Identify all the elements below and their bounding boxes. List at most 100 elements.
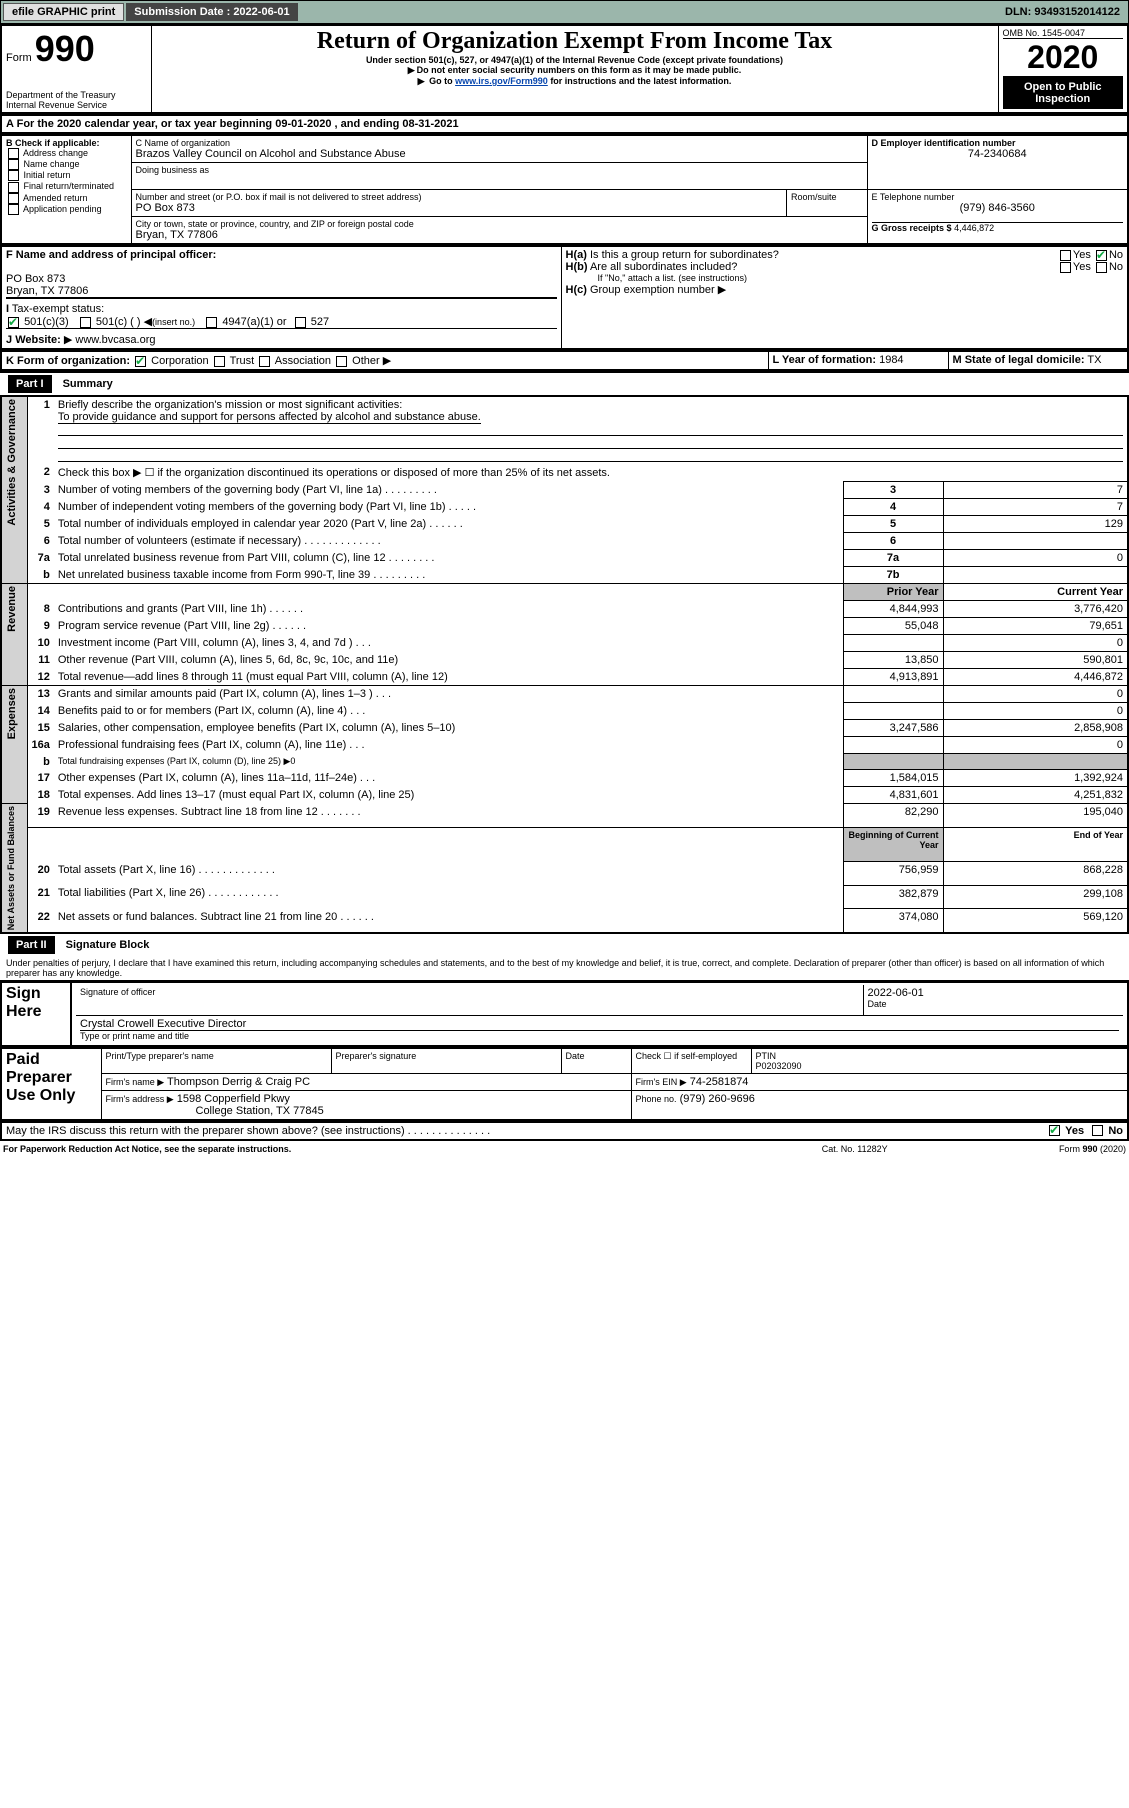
j-label: Website: bbox=[15, 334, 61, 346]
line7a-text: Total unrelated business revenue from Pa… bbox=[54, 550, 843, 567]
sidebar-rev: Revenue bbox=[6, 586, 18, 632]
org-name: Brazos Valley Council on Alcohol and Sub… bbox=[136, 148, 863, 160]
check-ha-no[interactable] bbox=[1096, 250, 1107, 261]
part1-title: Part I bbox=[8, 375, 52, 393]
phone: (979) 846-3560 bbox=[872, 202, 1124, 214]
check-4947[interactable] bbox=[206, 317, 217, 328]
line8-text: Contributions and grants (Part VIII, lin… bbox=[54, 601, 843, 618]
line7a-val: 0 bbox=[943, 550, 1128, 567]
sig-date-label: Date bbox=[868, 999, 1120, 1009]
check-501c3[interactable] bbox=[8, 317, 19, 328]
dln: DLN: 93493152014122 bbox=[997, 4, 1128, 20]
hc-label: Group exemption number bbox=[590, 284, 715, 296]
sig-label: Preparer's signature bbox=[331, 1048, 561, 1074]
efile-button[interactable]: efile GRAPHIC print bbox=[3, 3, 124, 21]
q2: Check this box ▶ ☐ if the organization d… bbox=[54, 464, 1128, 482]
omb: OMB No. 1545-0047 bbox=[1003, 28, 1124, 39]
line3-text: Number of voting members of the governin… bbox=[54, 482, 843, 499]
d-label: D Employer identification number bbox=[872, 138, 1124, 148]
form-header: Form 990 Department of the Treasury Inte… bbox=[0, 24, 1129, 114]
note2-pre: Go to bbox=[429, 76, 455, 86]
check-name-change[interactable] bbox=[8, 159, 19, 170]
sidebar-exp: Expenses bbox=[6, 688, 18, 739]
date-label: Date bbox=[561, 1048, 631, 1074]
firm-ein-label: Firm's EIN ▶ bbox=[636, 1077, 687, 1087]
line7b-text: Net unrelated business taxable income fr… bbox=[54, 567, 843, 584]
cat-no: Cat. No. 11282Y bbox=[766, 1143, 944, 1155]
firm-addr-label: Firm's address ▶ bbox=[106, 1094, 174, 1104]
page-title: Return of Organization Exempt From Incom… bbox=[156, 28, 994, 55]
l8-prior: 4,844,993 bbox=[843, 601, 943, 618]
city-label: City or town, state or province, country… bbox=[136, 219, 863, 229]
arrow-icon bbox=[418, 76, 427, 86]
sig-officer-label: Signature of officer bbox=[80, 987, 859, 997]
part1-body: Activities & Governance 1 Briefly descri… bbox=[0, 395, 1129, 934]
check-527[interactable] bbox=[295, 317, 306, 328]
dept-label: Department of the Treasury Internal Reve… bbox=[6, 90, 147, 110]
f-label: F Name and address of principal officer: bbox=[6, 249, 557, 261]
line7b-val bbox=[943, 567, 1128, 584]
submission-date: Submission Date : 2022-06-01 bbox=[126, 3, 297, 21]
firm-name: Thompson Derrig & Craig PC bbox=[167, 1076, 310, 1088]
check-hb-no[interactable] bbox=[1096, 262, 1107, 273]
check-pending[interactable] bbox=[8, 204, 19, 215]
firm-addr1: 1598 Copperfield Pkwy bbox=[177, 1093, 290, 1105]
f-addr2: Bryan, TX 77806 bbox=[6, 285, 557, 298]
check-corp[interactable] bbox=[135, 356, 146, 367]
footer-bar: For Paperwork Reduction Act Notice, see … bbox=[0, 1141, 1129, 1157]
ein: 74-2340684 bbox=[872, 148, 1124, 160]
check-501c[interactable] bbox=[80, 317, 91, 328]
dba-label: Doing business as bbox=[136, 165, 863, 175]
note-ssn: Do not enter social security numbers on … bbox=[156, 65, 994, 76]
paperwork-notice: For Paperwork Reduction Act Notice, see … bbox=[2, 1143, 764, 1155]
line3-val: 7 bbox=[943, 482, 1128, 499]
line5-text: Total number of individuals employed in … bbox=[54, 516, 843, 533]
irs-link[interactable]: www.irs.gov/Form990 bbox=[455, 76, 548, 86]
ptin-label: PTIN bbox=[756, 1051, 777, 1061]
begin-cy-label: Beginning of Current Year bbox=[843, 827, 943, 862]
check-ha-yes[interactable] bbox=[1060, 250, 1071, 261]
ha-label: Is this a group return for subordinates? bbox=[590, 249, 779, 261]
g-label: G Gross receipts $ bbox=[872, 223, 952, 233]
discuss-text: May the IRS discuss this return with the… bbox=[1, 1122, 968, 1140]
hb-label: Are all subordinates included? bbox=[590, 261, 737, 273]
check-addr-change[interactable] bbox=[8, 148, 19, 159]
check-other[interactable] bbox=[336, 356, 347, 367]
check-trust[interactable] bbox=[214, 356, 225, 367]
part2-title: Part II bbox=[8, 936, 55, 954]
check-initial[interactable] bbox=[8, 170, 19, 181]
check-hb-yes[interactable] bbox=[1060, 262, 1071, 273]
check-discuss-yes[interactable] bbox=[1049, 1125, 1060, 1136]
l-label: L Year of formation: bbox=[773, 354, 877, 366]
tax-year: 2020 bbox=[1003, 39, 1124, 77]
tax-year-line: For the 2020 calendar year, or tax year … bbox=[17, 118, 459, 130]
prior-year-label: Prior Year bbox=[843, 584, 943, 601]
org-city: Bryan, TX 77806 bbox=[136, 229, 863, 241]
ptin: P02032090 bbox=[756, 1061, 802, 1071]
part2-subtitle: Signature Block bbox=[58, 939, 150, 951]
check-amended[interactable] bbox=[8, 193, 19, 204]
line4-text: Number of independent voting members of … bbox=[54, 499, 843, 516]
check-discuss-no[interactable] bbox=[1092, 1125, 1103, 1136]
note2-post: for instructions and the latest informat… bbox=[550, 76, 731, 86]
check-final[interactable] bbox=[8, 182, 19, 193]
gross-receipts: 4,446,872 bbox=[954, 223, 994, 233]
discuss-row: May the IRS discuss this return with the… bbox=[0, 1121, 1129, 1141]
firm-name-label: Firm's name ▶ bbox=[106, 1077, 165, 1087]
print-name-label: Print/Type preparer's name bbox=[101, 1048, 331, 1074]
k-label: K Form of organization: bbox=[6, 355, 130, 367]
firm-ein: 74-2581874 bbox=[690, 1076, 749, 1088]
sidebar-gov: Activities & Governance bbox=[6, 399, 18, 526]
i-label: Tax-exempt status: bbox=[12, 303, 104, 315]
c-name-label: C Name of organization bbox=[136, 138, 863, 148]
form-number: 990 bbox=[35, 28, 95, 69]
addr-label: Number and street (or P.O. box if mail i… bbox=[136, 192, 783, 202]
line4-val: 7 bbox=[943, 499, 1128, 516]
q1-answer: To provide guidance and support for pers… bbox=[58, 411, 481, 424]
phone-label: Phone no. bbox=[636, 1094, 677, 1104]
typeprint-label: Type or print name and title bbox=[80, 1031, 1119, 1041]
room-label: Room/suite bbox=[791, 192, 863, 202]
part1-subtitle: Summary bbox=[55, 378, 113, 390]
check-assoc[interactable] bbox=[259, 356, 270, 367]
section-a: A For the 2020 calendar year, or tax yea… bbox=[0, 114, 1129, 134]
